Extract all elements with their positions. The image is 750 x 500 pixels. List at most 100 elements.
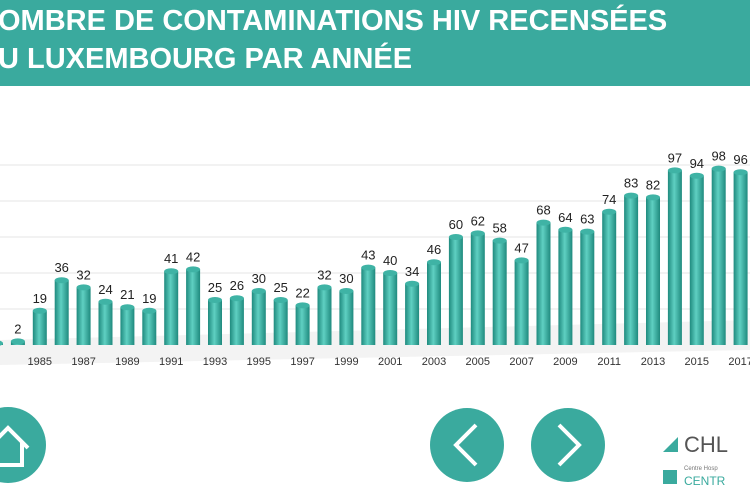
bar-cap [361, 264, 376, 271]
bar [580, 231, 595, 345]
value-label: 32 [76, 267, 90, 282]
x-tick-label: 2007 [509, 356, 533, 368]
bar-cap [273, 297, 288, 303]
bar-cap [32, 307, 47, 314]
bar-cap [186, 266, 201, 273]
bar-cap [295, 302, 310, 309]
value-label: 19 [33, 291, 47, 306]
bar [470, 233, 485, 345]
bar-cap [405, 280, 420, 287]
bar [733, 172, 748, 345]
value-label: 41 [164, 251, 178, 266]
value-label: 30 [252, 271, 266, 286]
bar [164, 271, 179, 345]
bar [98, 301, 113, 345]
logo-subtext: Centre Hosp [684, 466, 718, 472]
value-label: 36 [54, 260, 68, 275]
bar [295, 305, 310, 345]
bar-cap [536, 219, 551, 226]
x-tick-label: 1985 [28, 356, 52, 368]
value-label: 94 [690, 156, 704, 171]
prev-button[interactable] [430, 408, 504, 482]
bar [142, 310, 157, 345]
bar-cap [646, 194, 660, 201]
bar [405, 283, 420, 345]
bar [32, 310, 47, 345]
bar-cap [711, 165, 726, 172]
x-tick-label: 2011 [597, 356, 621, 368]
x-tick-label: 1999 [334, 356, 358, 368]
logo-subtext: CENTR [684, 474, 726, 488]
bar-cap [339, 288, 354, 294]
bar-cap [602, 208, 617, 215]
header-band [0, 0, 750, 86]
bar-cap [492, 237, 507, 244]
value-label: 19 [142, 291, 156, 306]
bar [54, 280, 69, 345]
value-label: 46 [427, 242, 441, 257]
bar-cap [0, 340, 3, 346]
value-label: 40 [383, 253, 397, 268]
value-label: 98 [711, 149, 725, 164]
value-label: 2 [14, 321, 21, 336]
value-label: 32 [317, 267, 331, 282]
value-label: 24 [98, 282, 112, 297]
bar-cap [689, 172, 704, 179]
bar [624, 195, 639, 345]
bar-cap [580, 228, 595, 235]
bar [383, 273, 398, 345]
bar-cap [733, 169, 748, 176]
bar [646, 197, 660, 345]
bar [317, 287, 332, 345]
prev-icon [453, 423, 478, 467]
bar [602, 211, 617, 345]
bar [361, 267, 376, 345]
value-label: 30 [339, 271, 353, 286]
bar [536, 222, 551, 345]
bar [229, 298, 244, 345]
value-label: 47 [514, 240, 528, 255]
value-label: 62 [471, 213, 485, 228]
bar [76, 287, 91, 345]
bar-cap [120, 304, 135, 311]
bar-cap [383, 270, 398, 276]
bar [558, 229, 573, 345]
x-tick-label: 2015 [685, 356, 709, 368]
x-tick-label: 1995 [247, 356, 271, 368]
bar-cap [514, 257, 529, 264]
bar-cap [164, 268, 179, 275]
bar [711, 168, 726, 345]
bar-cap [624, 192, 639, 199]
bar [427, 262, 441, 345]
bar-cap [317, 284, 332, 291]
bar-cap [208, 297, 222, 303]
value-label: 82 [646, 177, 660, 192]
x-tick-label: 2003 [422, 356, 446, 368]
value-label: 34 [405, 264, 419, 279]
next-button[interactable] [531, 408, 605, 482]
value-label: 68 [536, 203, 550, 218]
x-tick-label: 2001 [378, 356, 402, 368]
value-label: 64 [558, 210, 572, 225]
value-label: 96 [733, 152, 747, 167]
bar-cap [142, 307, 157, 314]
value-label: 22 [295, 285, 309, 300]
bar-cap [54, 277, 69, 284]
bar-cap [98, 298, 113, 305]
x-tick-label: 1991 [159, 356, 183, 368]
bar [689, 175, 704, 345]
chart-title: U LUXEMBOURG PAR ANNÉE [0, 41, 412, 75]
x-tick-label: 1993 [203, 356, 227, 368]
logo-text: CHL [684, 432, 728, 457]
value-label: 74 [602, 192, 616, 207]
x-tick-label: 1989 [115, 356, 139, 368]
bar [448, 237, 463, 345]
value-label: 83 [624, 176, 638, 191]
value-label: 60 [449, 217, 463, 232]
x-tick-label: 1987 [71, 356, 95, 368]
bar-cap [558, 226, 573, 233]
chart-title: OMBRE DE CONTAMINATIONS HIV RECENSÉES [0, 3, 667, 37]
x-tick-label: 2013 [641, 356, 665, 368]
